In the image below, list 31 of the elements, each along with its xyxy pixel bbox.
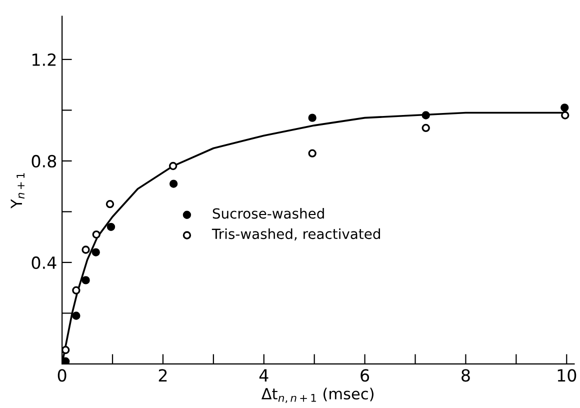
point bbox=[72, 312, 80, 320]
point bbox=[308, 149, 316, 158]
point bbox=[72, 286, 80, 294]
x-tick-label: 8 bbox=[462, 369, 470, 382]
point bbox=[82, 246, 90, 254]
y-tick-label: 0.4 bbox=[32, 256, 56, 270]
point bbox=[106, 200, 114, 208]
y-tick-label: 1.2 bbox=[32, 53, 56, 66]
point bbox=[561, 111, 570, 120]
point bbox=[560, 104, 569, 112]
x-tick-label: 6 bbox=[360, 369, 370, 382]
point bbox=[422, 111, 430, 120]
point bbox=[62, 346, 70, 354]
point bbox=[92, 248, 100, 256]
legend-label: Tris-washed, reactivated bbox=[212, 228, 380, 241]
x-tick-label: 0 bbox=[58, 369, 66, 382]
point bbox=[169, 180, 178, 188]
point bbox=[62, 357, 70, 364]
x-tick-label: 10 bbox=[558, 369, 576, 382]
y-tick-label: 0.8 bbox=[32, 154, 56, 168]
y-axis-title: Y$_{n+1}$ bbox=[10, 173, 24, 208]
x-tick-label: 4 bbox=[259, 369, 268, 382]
legend-label: Sucrose-washed bbox=[212, 208, 324, 219]
x-tick-label: 2 bbox=[158, 369, 167, 382]
point bbox=[308, 114, 316, 122]
point bbox=[422, 124, 430, 132]
point bbox=[168, 162, 178, 170]
point bbox=[82, 276, 90, 284]
x-axis-title: Δt$_{n,n+1}$ (msec) bbox=[261, 388, 374, 404]
point bbox=[106, 222, 116, 232]
point bbox=[92, 230, 100, 239]
